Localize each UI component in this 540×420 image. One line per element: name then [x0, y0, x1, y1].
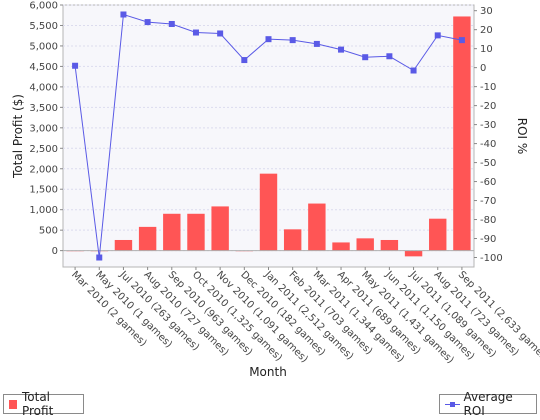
right-tick-label: 30	[480, 6, 493, 17]
left-tick-label: 500	[39, 226, 58, 237]
roi-line	[72, 11, 465, 261]
profit-bar	[453, 16, 471, 251]
profit-bar	[187, 213, 205, 251]
profit-bar	[308, 203, 326, 251]
left-tick-label: 3,000	[29, 123, 58, 134]
roi-point	[289, 37, 296, 44]
right-tick-label: -70	[480, 196, 496, 207]
roi-point	[362, 54, 369, 61]
profit-bar	[114, 239, 133, 251]
roi-point	[313, 40, 320, 47]
x-axis: Mar 2010 (2 games)May 2010 (1 games)Jul …	[69, 267, 540, 366]
left-tick-label: 5,000	[29, 41, 58, 52]
right-tick-label: 20	[480, 25, 493, 36]
right-tick-label: -90	[480, 234, 496, 245]
left-tick-label: 3,500	[29, 103, 58, 114]
right-tick-label: -10	[480, 82, 496, 93]
roi-point	[144, 19, 151, 26]
left-tick-label: 5,500	[29, 21, 58, 32]
legend-total-profit: Total Profit	[3, 390, 84, 418]
left-tick-label: 6,000	[29, 1, 58, 12]
right-axis: 30 20 10 0 -10 -20 -30 -40 -50 -60 -70 -80 -90 -100	[474, 6, 503, 264]
roi-point	[72, 62, 79, 69]
profit-bar	[356, 238, 374, 251]
roi-point	[410, 67, 417, 74]
right-axis-title: ROI %	[515, 118, 529, 155]
left-tick-label: 2,000	[29, 164, 58, 175]
roi-point	[120, 11, 127, 18]
roi-point	[96, 254, 103, 261]
left-tick-label: 2,500	[29, 144, 58, 155]
profit-bar	[283, 229, 302, 251]
left-tick-label: 1,000	[29, 205, 58, 216]
profit-bar	[259, 173, 278, 251]
legend-label: Total Profit	[21, 390, 54, 418]
legend-average-roi: Average ROI	[439, 390, 537, 418]
right-tick-label: 0	[480, 63, 486, 74]
profit-bar	[404, 250, 423, 257]
right-tick-label: -40	[480, 139, 496, 150]
right-tick-label: -100	[480, 253, 503, 264]
roi-point	[241, 57, 248, 64]
profit-bars	[63, 16, 474, 257]
left-axis-title: Total Profit ($)	[11, 94, 25, 179]
roi-point	[338, 46, 345, 53]
roi-point	[192, 29, 199, 36]
profit-bar	[163, 213, 181, 251]
profit-bar	[332, 242, 350, 251]
left-tick-label: 0	[52, 246, 58, 257]
right-tick-label: -30	[480, 120, 496, 131]
profit-bar	[211, 206, 229, 251]
profit-bar	[380, 239, 399, 251]
line-swatch-icon	[445, 400, 460, 409]
roi-point	[458, 37, 465, 44]
profit-bar	[429, 218, 447, 251]
roi-point	[168, 20, 175, 27]
roi-point	[265, 36, 272, 43]
left-tick-label: 4,000	[29, 82, 58, 93]
profit-bar	[138, 226, 157, 251]
left-tick-label: 1,500	[29, 185, 58, 196]
roi-point	[386, 53, 393, 60]
right-tick-label: -60	[480, 177, 496, 188]
legend-label: Average ROI	[463, 390, 513, 418]
roi-point	[434, 32, 441, 39]
left-tick-label: 4,500	[29, 62, 58, 73]
right-tick-label: -50	[480, 158, 496, 169]
right-tick-label: -80	[480, 215, 496, 226]
x-axis-title: Month	[249, 365, 287, 379]
right-tick-label: 10	[480, 44, 493, 55]
left-axis: 0 500 1,000 1,500 2,000 2,500 3,000 3,500 4,000 4…	[29, 1, 63, 257]
roi-point	[217, 30, 224, 37]
right-tick-label: -20	[480, 101, 496, 112]
bar-swatch-icon	[9, 399, 17, 409]
